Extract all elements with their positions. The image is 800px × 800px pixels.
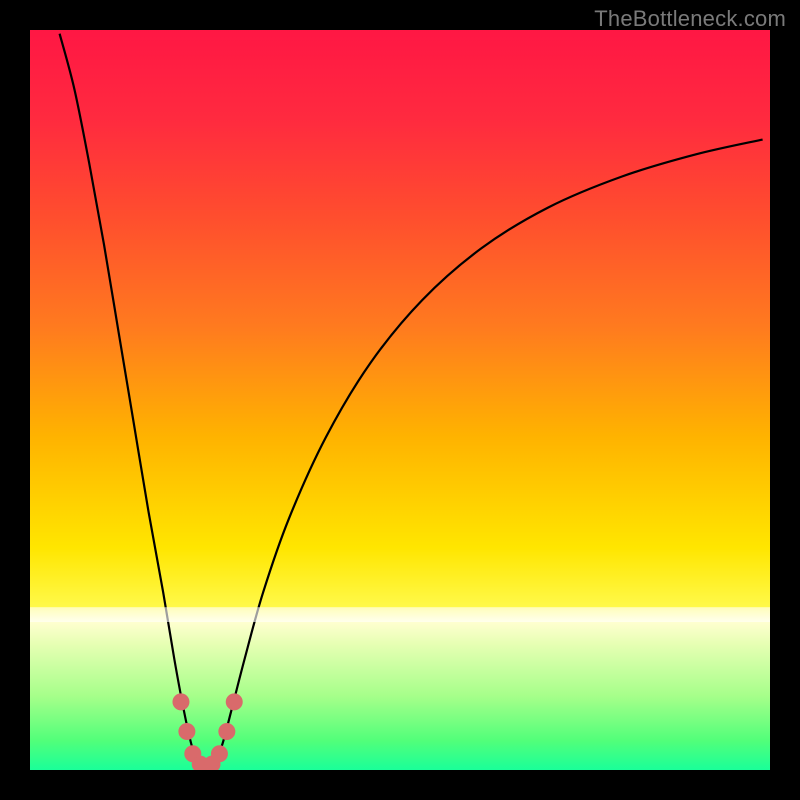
curve-markers [30, 30, 770, 770]
curve-marker [226, 694, 242, 710]
curve-marker [179, 724, 195, 740]
watermark-text: TheBottleneck.com [594, 6, 786, 32]
curve-marker [219, 724, 235, 740]
curve-marker [173, 694, 189, 710]
outer-frame: TheBottleneck.com [0, 0, 800, 800]
curve-marker [211, 746, 227, 762]
plot-area [30, 30, 770, 770]
